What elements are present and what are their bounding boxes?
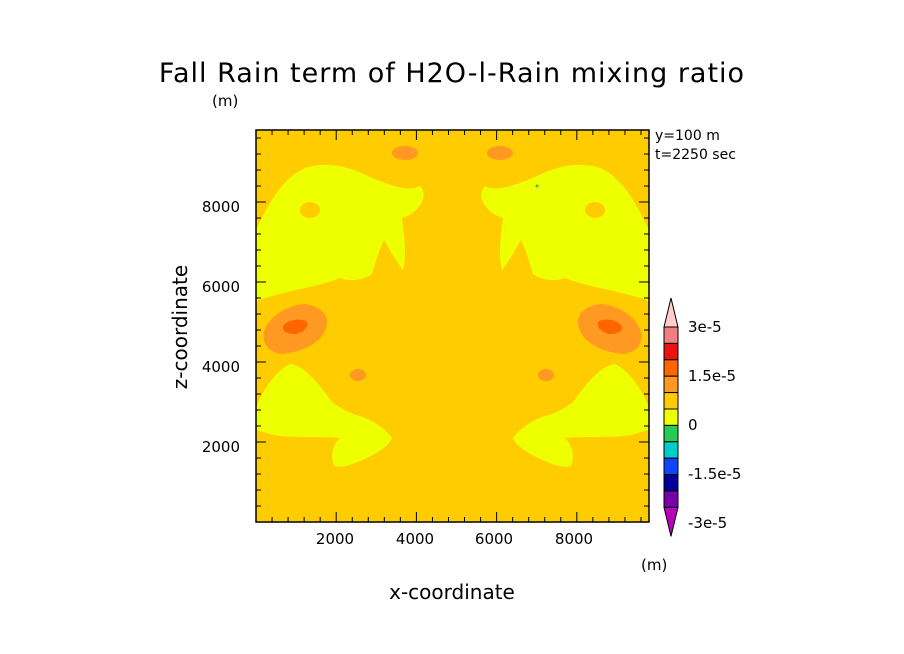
tick-marks	[256, 130, 649, 522]
colorbar-swatch	[663, 441, 679, 459]
y-tick-label: 6000	[201, 278, 240, 296]
contour-core-left	[282, 319, 308, 334]
colorbar-unit: (m)	[641, 556, 668, 574]
x-axis-label: x-coordinate	[389, 580, 515, 604]
colorbar-bottom-arrow	[663, 506, 679, 537]
y-tick-label: 2000	[201, 438, 240, 456]
annotation-y-position: y=100 m	[655, 128, 720, 144]
colorbar-label: 0	[688, 416, 698, 434]
colorbar-swatch	[663, 326, 679, 344]
colorbar-swatch	[663, 457, 679, 476]
contour-region-upper-right	[481, 164, 649, 302]
contour-region-lower-left	[256, 364, 392, 467]
y-tick-label: 4000	[201, 358, 240, 376]
contour-field	[256, 130, 649, 522]
contour-orange-top-right	[487, 146, 513, 160]
contour-region-lower-right	[513, 364, 649, 467]
x-tick-label: 4000	[395, 530, 435, 548]
annotation-time: t=2250 sec	[655, 147, 736, 163]
colorbar-label: 1.5e-5	[688, 367, 737, 385]
contour-speck	[535, 184, 539, 188]
contour-blob-upper-left	[300, 202, 320, 218]
x-tick-label: 6000	[474, 530, 514, 548]
chart-title: Fall Rain term of H2O-l-Rain mixing rati…	[158, 58, 746, 89]
colorbar-label: -3e-5	[688, 514, 728, 532]
contour-orange-low-right	[538, 369, 554, 381]
colorbar-swatch	[663, 375, 679, 394]
contour-orange-low-left	[350, 369, 366, 381]
contour-orange-top-left	[392, 146, 418, 160]
colorbar-label: -1.5e-5	[688, 465, 742, 483]
colorbar-top-arrow	[663, 297, 679, 328]
colorbar-swatch	[663, 490, 679, 508]
x-tick-label: 2000	[315, 530, 355, 548]
x-tick-label: 8000	[554, 530, 594, 548]
y-tick-label: 8000	[201, 198, 240, 216]
y-axis-label: z-coordinate	[168, 264, 192, 390]
colorbar	[663, 297, 679, 537]
colorbar-swatch	[663, 424, 679, 443]
colorbar-swatch	[663, 359, 679, 377]
colorbar-label: 3e-5	[688, 318, 722, 336]
colorbar-swatch	[663, 408, 679, 426]
contour-blob-upper-right	[585, 202, 605, 218]
colorbar-swatch	[663, 392, 679, 410]
colorbar-swatch	[663, 474, 679, 492]
contour-region-upper-left	[256, 164, 424, 302]
plot-frame	[255, 129, 650, 523]
contour-core-right	[597, 319, 623, 334]
colorbar-swatch	[663, 342, 679, 361]
units-label: (m)	[212, 92, 239, 110]
